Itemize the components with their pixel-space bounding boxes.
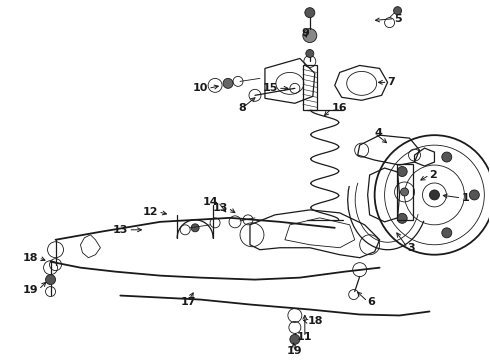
Circle shape	[469, 190, 479, 200]
Text: 12: 12	[143, 207, 158, 217]
Text: 10: 10	[193, 84, 208, 93]
Circle shape	[442, 152, 452, 162]
Text: 1: 1	[462, 193, 469, 203]
Text: 18: 18	[308, 316, 323, 327]
Circle shape	[397, 167, 407, 176]
Text: 4: 4	[375, 128, 383, 138]
Text: 18: 18	[23, 253, 39, 263]
Circle shape	[393, 7, 401, 15]
Text: 5: 5	[394, 14, 402, 24]
Text: 11: 11	[297, 332, 313, 342]
Circle shape	[442, 228, 452, 238]
Circle shape	[305, 8, 315, 18]
Text: 7: 7	[388, 77, 395, 87]
Circle shape	[397, 213, 407, 223]
Text: 14: 14	[202, 197, 218, 207]
Text: 19: 19	[23, 284, 39, 294]
Text: 15: 15	[263, 84, 278, 93]
Circle shape	[290, 334, 300, 345]
Circle shape	[429, 190, 440, 200]
Text: 3: 3	[408, 243, 415, 253]
Text: 8: 8	[238, 103, 246, 113]
Text: 2: 2	[429, 170, 437, 180]
Circle shape	[400, 188, 409, 196]
Circle shape	[223, 78, 233, 88]
Circle shape	[303, 28, 317, 42]
Text: 9: 9	[301, 28, 309, 37]
Text: 17: 17	[180, 297, 196, 306]
Circle shape	[46, 275, 55, 285]
Circle shape	[191, 224, 199, 232]
Circle shape	[306, 50, 314, 58]
Text: 19: 19	[287, 346, 303, 356]
Text: 6: 6	[368, 297, 375, 306]
Text: 13: 13	[113, 225, 128, 235]
Text: 16: 16	[332, 103, 347, 113]
Text: 13: 13	[213, 203, 228, 213]
